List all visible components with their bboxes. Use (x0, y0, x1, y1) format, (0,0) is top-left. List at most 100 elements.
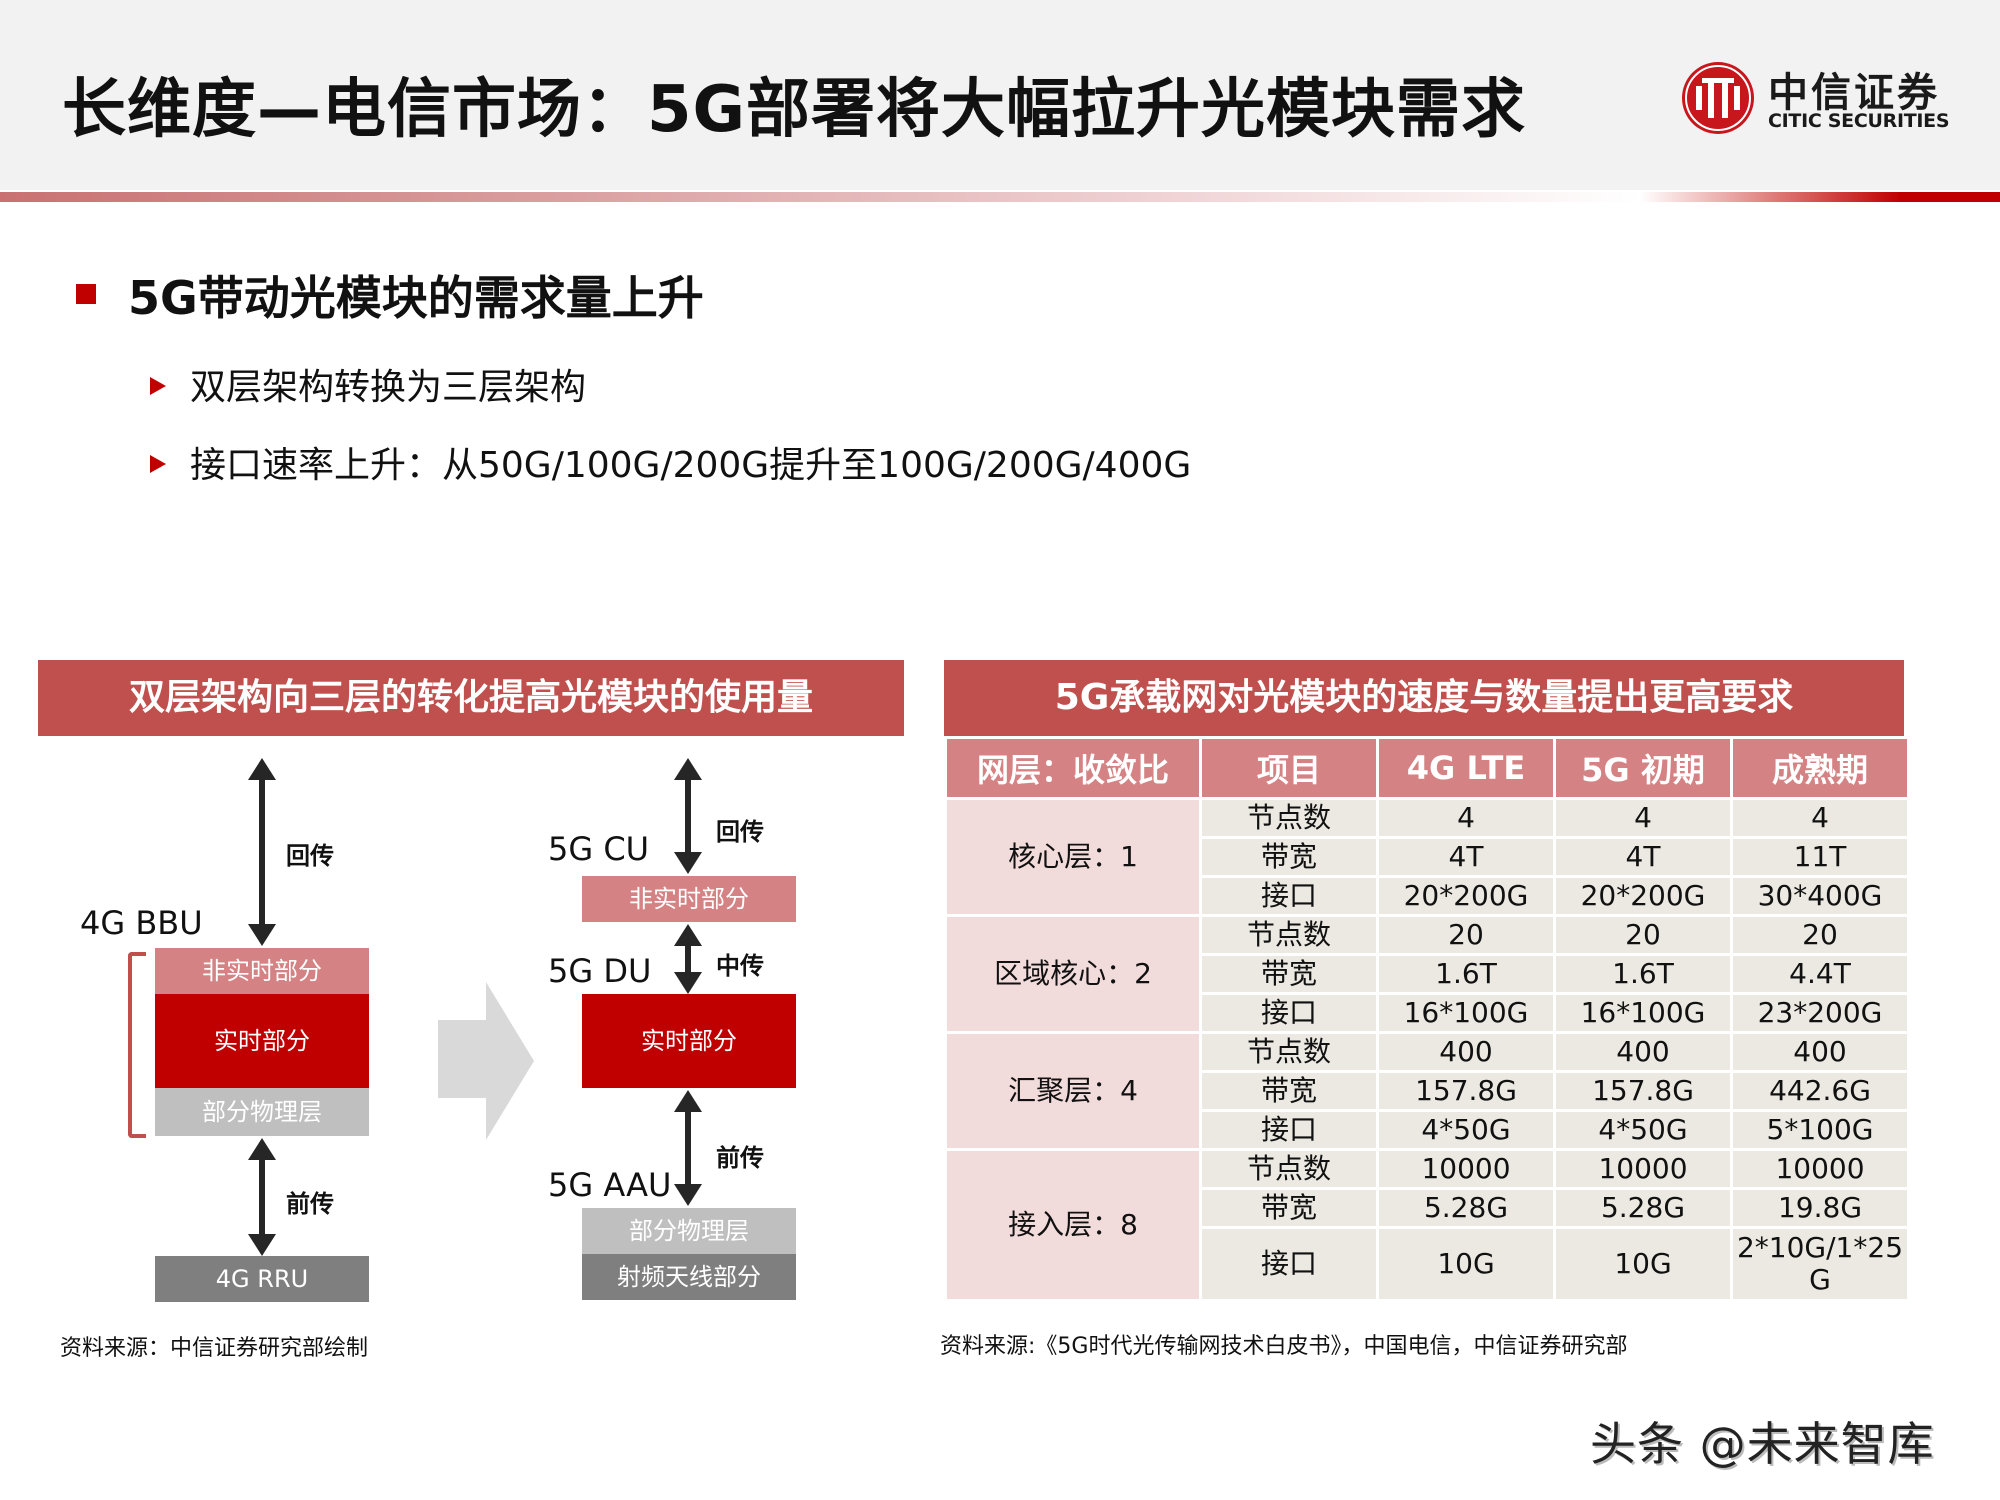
value-cell: 10G (1556, 1229, 1730, 1299)
item-cell: 节点数 (1202, 917, 1376, 953)
du-label: 5G DU (548, 952, 652, 990)
aau-physical-layer-block: 部分物理层 (582, 1208, 796, 1254)
item-cell: 接口 (1202, 1229, 1376, 1299)
value-cell: 4T (1379, 839, 1553, 875)
table-row: 接口 20*200G 20*200G 30*400G (947, 878, 1907, 914)
item-cell: 带宽 (1202, 839, 1376, 875)
value-cell: 20 (1556, 917, 1730, 953)
value-cell: 1.6T (1379, 956, 1553, 992)
table-row: 带宽 4T 4T 11T (947, 839, 1907, 875)
item-cell: 带宽 (1202, 956, 1376, 992)
square-bullet-icon (76, 284, 96, 304)
fronthaul-arrow-icon (668, 1090, 708, 1206)
fronthaul-arrow-icon (242, 1138, 282, 1256)
arrow-bullet-icon (150, 377, 166, 395)
table-row: 接口 16*100G 16*100G 23*200G (947, 995, 1907, 1031)
logo-chinese-name: 中信证券 (1768, 69, 1940, 116)
table-title: 5G承载网对光模块的速度与数量提出更高要求 (944, 660, 1904, 736)
value-cell: 20 (1733, 917, 1907, 953)
aau-rf-antenna-block: 射频天线部分 (582, 1254, 796, 1300)
midhaul-label: 中传 (716, 952, 764, 980)
value-cell: 1.6T (1556, 956, 1730, 992)
fronthaul-label: 前传 (286, 1190, 334, 1218)
du-realtime-block: 实时部分 (582, 994, 796, 1088)
value-cell: 4.4T (1733, 956, 1907, 992)
value-cell: 10000 (1733, 1151, 1907, 1187)
value-cell: 4 (1733, 800, 1907, 836)
value-cell: 4*50G (1556, 1112, 1730, 1148)
logo-english-name: CITIC SECURITIES (1768, 110, 1950, 132)
col-header-item: 项目 (1202, 739, 1376, 797)
value-cell: 10000 (1556, 1151, 1730, 1187)
value-cell: 30*400G (1733, 878, 1907, 914)
item-cell: 接口 (1202, 878, 1376, 914)
item-cell: 带宽 (1202, 1190, 1376, 1226)
realtime-block: 实时部分 (155, 994, 369, 1088)
item-cell: 节点数 (1202, 800, 1376, 836)
table-row: 接口 4*50G 4*50G 5*100G (947, 1112, 1907, 1148)
value-cell: 23*200G (1733, 995, 1907, 1031)
col-header-4g-lte: 4G LTE (1379, 739, 1553, 797)
diagram-title: 双层架构向三层的转化提高光模块的使用量 (38, 660, 904, 736)
slide-header (0, 0, 2000, 190)
watermark: 头条 @未来智库 (1590, 1417, 1935, 1471)
value-cell: 5.28G (1556, 1190, 1730, 1226)
cu-non-realtime-block: 非实时部分 (582, 876, 796, 922)
col-header-5g-early: 5G 初期 (1556, 739, 1730, 797)
table-row: 带宽 5.28G 5.28G 19.8G (947, 1190, 1907, 1226)
item-cell: 节点数 (1202, 1034, 1376, 1070)
value-cell: 157.8G (1556, 1073, 1730, 1109)
layer-cell: 接入层：8 (947, 1151, 1199, 1299)
value-cell: 5*100G (1733, 1112, 1907, 1148)
value-cell: 400 (1556, 1034, 1730, 1070)
optical-module-requirements-table: 网层：收敛比 项目 4G LTE 5G 初期 成熟期 核心层：1 节点数 4 4… (944, 736, 1910, 1302)
physical-layer-block: 部分物理层 (155, 1088, 369, 1136)
layer-cell: 汇聚层：4 (947, 1034, 1199, 1148)
table-row: 接入层：8 节点数 10000 10000 10000 (947, 1151, 1907, 1299)
item-cell: 节点数 (1202, 1151, 1376, 1187)
value-cell: 4*50G (1379, 1112, 1553, 1148)
layer-cell: 区域核心：2 (947, 917, 1199, 1031)
value-cell: 16*100G (1379, 995, 1553, 1031)
item-cell: 接口 (1202, 995, 1376, 1031)
citic-logo: 中信证券 CITIC SECURITIES (1682, 62, 1982, 142)
table-row: 带宽 1.6T 1.6T 4.4T (947, 956, 1907, 992)
arrow-bullet-icon (150, 455, 166, 473)
table-row: 区域核心：2 节点数 20 20 20 (947, 917, 1907, 1031)
midhaul-arrow-icon (668, 924, 708, 994)
table-source: 资料来源:《5G时代光传输网技术白皮书》，中国电信，中信证券研究部 (940, 1334, 1628, 1359)
value-cell: 20*200G (1379, 878, 1553, 914)
backhaul-arrow-icon (668, 758, 708, 874)
value-cell: 5.28G (1379, 1190, 1553, 1226)
item-cell: 接口 (1202, 1112, 1376, 1148)
value-cell: 4T (1556, 839, 1730, 875)
value-cell: 11T (1733, 839, 1907, 875)
value-cell: 10G (1379, 1229, 1553, 1299)
cu-label: 5G CU (548, 830, 650, 868)
backhaul-label: 回传 (286, 842, 334, 870)
header-gradient-divider (0, 192, 2000, 202)
backhaul-label: 回传 (716, 818, 764, 846)
citic-logo-icon (1682, 62, 1754, 134)
table-row: 带宽 157.8G 157.8G 442.6G (947, 1073, 1907, 1109)
fronthaul-label: 前传 (716, 1144, 764, 1172)
rru-block: 4G RRU (155, 1256, 369, 1302)
table-row: 核心层：1 节点数 4 4 4 (947, 800, 1907, 914)
table-row: 汇聚层：4 节点数 400 400 400 (947, 1034, 1907, 1148)
diagram-source: 资料来源：中信证券研究部绘制 (60, 1336, 369, 1361)
backhaul-arrow-icon (242, 758, 282, 946)
item-cell: 带宽 (1202, 1073, 1376, 1109)
section-heading: 5G带动光模块的需求量上升 (128, 271, 704, 325)
table-row: 接口 10G 10G 2*10G/1*25G (947, 1229, 1907, 1299)
page-title: 长维度—电信市场：5G部署将大幅拉升光模块需求 (62, 73, 1527, 147)
aau-label: 5G AAU (548, 1166, 672, 1204)
value-cell: 4 (1556, 800, 1730, 836)
bullet-item: 接口速率上升：从50G/100G/200G提升至100G/200G/400G (150, 436, 1191, 488)
value-cell: 2*10G/1*25G (1733, 1229, 1907, 1299)
value-cell: 157.8G (1379, 1073, 1553, 1109)
value-cell: 442.6G (1733, 1073, 1907, 1109)
value-cell: 20*200G (1556, 878, 1730, 914)
bbu-label: 4G BBU (80, 904, 203, 942)
table-header-row: 网层：收敛比 项目 4G LTE 5G 初期 成熟期 (947, 739, 1907, 797)
value-cell: 400 (1733, 1034, 1907, 1070)
